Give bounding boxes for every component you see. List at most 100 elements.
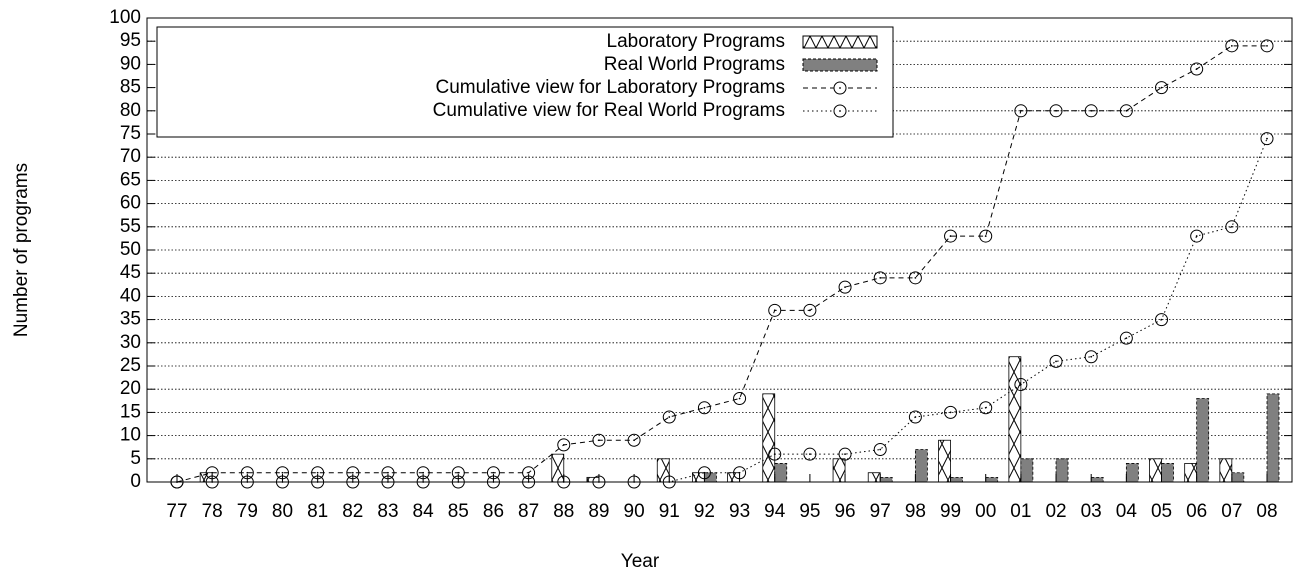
point <box>873 443 887 457</box>
x-tick-label: 86 <box>483 501 504 522</box>
point <box>1155 313 1169 327</box>
point-dot <box>1019 109 1022 112</box>
bar <box>762 393 776 483</box>
point <box>908 271 922 285</box>
point-dot <box>773 453 776 456</box>
x-tick-label: 89 <box>588 501 609 522</box>
x-tick-label: 99 <box>940 501 961 522</box>
bar <box>1231 472 1245 483</box>
x-tick-label: 08 <box>1256 501 1277 522</box>
point <box>1225 39 1239 53</box>
point <box>873 271 887 285</box>
y-tick-label: 20 <box>120 378 141 399</box>
point-dot <box>562 443 565 446</box>
y-tick-label: 0 <box>130 471 141 492</box>
point-dot <box>492 471 495 474</box>
point <box>979 401 993 415</box>
point <box>1225 220 1239 234</box>
y-tick-label: 35 <box>120 309 141 330</box>
point-dot <box>914 416 917 418</box>
y-tick-label: 80 <box>120 100 141 121</box>
x-tick-label: 79 <box>237 501 258 522</box>
point-dot <box>879 276 882 279</box>
x-tick-label: 78 <box>202 501 223 522</box>
x-tick-label: 83 <box>377 501 398 522</box>
point-dot <box>914 276 917 279</box>
y-tick-label: 45 <box>120 262 141 283</box>
legend-label: Real World Programs <box>604 54 785 75</box>
x-tick-label: 94 <box>764 501 786 522</box>
point-dot <box>949 235 952 237</box>
bar <box>1020 458 1034 483</box>
x-tick-label: 81 <box>307 501 328 522</box>
point-dot <box>1160 86 1163 89</box>
bar <box>914 449 928 483</box>
point <box>803 447 817 461</box>
point-dot <box>316 471 319 474</box>
y-tick-label: 10 <box>120 425 141 446</box>
x-tick-label: 88 <box>553 501 574 522</box>
point-dot <box>387 471 389 474</box>
x-axis-label: Year <box>621 551 660 572</box>
point <box>627 433 641 447</box>
y-tick-label: 50 <box>120 239 141 260</box>
bar <box>1055 458 1069 483</box>
point-dot <box>1055 109 1057 112</box>
point <box>1049 104 1063 118</box>
point <box>838 447 852 461</box>
x-tick-label: 91 <box>659 501 680 522</box>
point-dot <box>1195 68 1198 70</box>
point <box>733 391 747 405</box>
x-tick-label: 98 <box>905 501 926 522</box>
bar <box>985 476 999 483</box>
legend-box <box>156 26 894 138</box>
point-dot <box>844 286 846 289</box>
point-dot <box>422 471 425 474</box>
y-tick-label: 15 <box>120 401 141 422</box>
point-dot <box>1125 109 1128 112</box>
y-tick-label: 5 <box>130 448 141 469</box>
point <box>697 401 711 415</box>
point <box>557 438 571 452</box>
point-dot <box>598 439 600 442</box>
point-dot <box>281 471 284 474</box>
y-tick-label: 75 <box>120 123 141 144</box>
x-tick-label: 80 <box>272 501 293 522</box>
legend-swatch <box>802 35 878 49</box>
bar <box>1125 463 1139 483</box>
point <box>803 303 817 317</box>
x-tick-label: 77 <box>166 501 187 522</box>
bar <box>774 463 788 483</box>
point-dot <box>1090 355 1093 358</box>
point-dot <box>457 471 460 474</box>
x-tick-label: 82 <box>342 501 363 522</box>
point <box>1014 104 1028 118</box>
point-dot <box>738 471 741 474</box>
point <box>592 433 606 447</box>
legend-label: Cumulative view for Real World Programs <box>433 100 785 121</box>
bar <box>1161 463 1174 483</box>
point-dot <box>844 453 846 456</box>
y-tick-label: 30 <box>120 332 141 353</box>
y-tick-label: 65 <box>120 169 141 190</box>
bar <box>1008 356 1022 483</box>
point <box>1119 104 1133 118</box>
bar <box>950 476 963 483</box>
point <box>838 280 852 294</box>
point-dot <box>351 471 354 474</box>
point <box>1190 229 1204 243</box>
legend-swatch <box>839 87 841 89</box>
point-dot <box>773 309 776 312</box>
point-dot <box>809 309 811 312</box>
point <box>1260 39 1274 53</box>
bar <box>1219 458 1233 483</box>
point-dot <box>633 439 635 442</box>
y-tick-label: 60 <box>120 193 141 214</box>
x-tick-label: 96 <box>834 501 855 522</box>
bar <box>551 453 565 483</box>
legend-label: Cumulative view for Laboratory Programs <box>435 77 785 98</box>
x-tick-label: 87 <box>518 501 539 522</box>
point-dot <box>703 406 706 409</box>
